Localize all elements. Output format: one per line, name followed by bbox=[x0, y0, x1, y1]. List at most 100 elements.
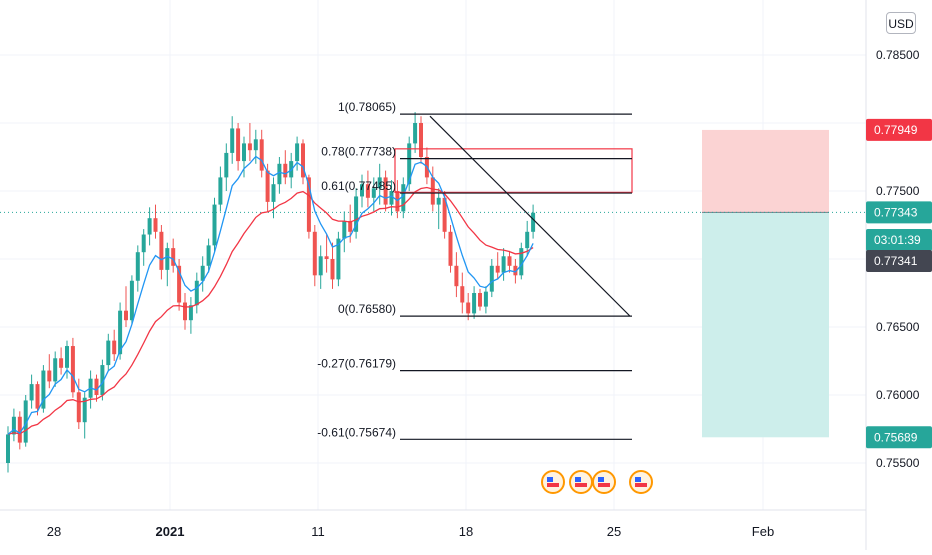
fib-level-label-1: 0.78(0.77738) bbox=[321, 145, 396, 159]
candle-body-80 bbox=[478, 293, 482, 307]
candle-body-76 bbox=[454, 265, 459, 287]
candle-body-33 bbox=[200, 265, 205, 281]
fib-level-label-5: -0.61(0.75674) bbox=[317, 425, 396, 439]
price-badge-bg-4 bbox=[866, 426, 932, 449]
candle-body-30 bbox=[183, 302, 187, 321]
candle-body-17 bbox=[106, 340, 111, 366]
candle-body-21 bbox=[129, 280, 134, 321]
candle-body-3 bbox=[23, 400, 28, 443]
candle-body-8 bbox=[53, 358, 58, 382]
candle-body-20 bbox=[124, 310, 128, 321]
fib-level-label-0: 1(0.78065) bbox=[338, 100, 396, 114]
candle-body-35 bbox=[212, 204, 217, 246]
candle-body-11 bbox=[70, 346, 75, 393]
y-tick-label-0: 0.78500 bbox=[876, 48, 920, 62]
price-badge-label-1: 0.77343 bbox=[874, 205, 918, 219]
candle-body-89 bbox=[531, 212, 536, 232]
price-badge-bg-1 bbox=[866, 201, 932, 224]
y-tick-label-2: 0.76500 bbox=[876, 320, 920, 334]
candle-body-7 bbox=[47, 370, 52, 382]
candle-body-23 bbox=[141, 234, 146, 253]
candle-body-0 bbox=[6, 434, 10, 463]
fib-level-label-2: 0.61(0.77485) bbox=[321, 179, 396, 193]
price-badge-label-0: 0.77949 bbox=[874, 123, 918, 137]
candle-body-87 bbox=[519, 248, 524, 276]
candle-body-52 bbox=[312, 231, 317, 276]
price-badge-label-3: 0.77341 bbox=[874, 254, 918, 268]
candle-body-31 bbox=[188, 305, 193, 321]
candle-body-25 bbox=[153, 218, 158, 232]
candle-body-69 bbox=[413, 123, 418, 144]
candle-body-16 bbox=[100, 365, 105, 395]
flag-canton-icon-2 bbox=[598, 477, 604, 482]
candle-body-79 bbox=[472, 293, 477, 314]
trend-line bbox=[429, 115, 631, 317]
candle-body-40 bbox=[242, 143, 246, 162]
price-badge-bg-2 bbox=[866, 228, 932, 251]
candle-body-61 bbox=[365, 184, 370, 198]
flag-canton-icon-3 bbox=[635, 477, 641, 482]
y-tick-label-3: 0.76000 bbox=[876, 388, 920, 402]
candle-body-59 bbox=[354, 196, 359, 232]
candle-body-55 bbox=[330, 259, 335, 280]
currency-badge[interactable]: USD bbox=[886, 12, 916, 34]
candle-body-47 bbox=[283, 163, 288, 178]
price-badge-label-2: 03:01:39 bbox=[874, 233, 921, 247]
candle-body-73 bbox=[436, 197, 441, 205]
price-badge-bg-3 bbox=[866, 250, 932, 273]
candle-body-26 bbox=[159, 231, 164, 270]
candle-body-78 bbox=[466, 302, 471, 314]
flag-canton-icon-0 bbox=[547, 477, 553, 482]
candle-body-67 bbox=[401, 184, 406, 212]
y-tick-label-1: 0.77500 bbox=[876, 184, 920, 198]
candle-body-27 bbox=[165, 248, 170, 270]
flag-stripe-icon-1 bbox=[575, 483, 587, 487]
candle-body-45 bbox=[271, 184, 276, 202]
candle-body-13 bbox=[82, 397, 87, 423]
candle-body-24 bbox=[147, 218, 152, 235]
x-tick-label-0: 28 bbox=[47, 524, 61, 539]
x-tick-label-3: 18 bbox=[459, 524, 473, 539]
candle-body-63 bbox=[377, 177, 382, 189]
candle-body-4 bbox=[29, 384, 34, 401]
candle-body-29 bbox=[177, 265, 182, 303]
slow-moving-average-line bbox=[7, 186, 534, 436]
candle-body-81 bbox=[483, 291, 488, 307]
fast-moving-average-line bbox=[7, 155, 534, 435]
supply-zone-box bbox=[394, 148, 633, 193]
candle-body-34 bbox=[206, 245, 211, 266]
candle-body-12 bbox=[76, 392, 81, 423]
candle-body-42 bbox=[253, 139, 258, 151]
candle-body-58 bbox=[348, 220, 353, 232]
flag-stripe-icon-0 bbox=[547, 483, 559, 487]
candle-body-49 bbox=[295, 143, 300, 162]
candle-body-51 bbox=[306, 177, 311, 232]
candle-body-15 bbox=[94, 378, 99, 395]
candle-body-44 bbox=[265, 170, 270, 202]
flag-stripe-icon-2 bbox=[598, 483, 610, 487]
candle-body-65 bbox=[389, 191, 394, 205]
candle-body-72 bbox=[430, 177, 435, 205]
candle-body-82 bbox=[489, 265, 494, 292]
candle-body-88 bbox=[525, 231, 530, 249]
candle-body-50 bbox=[301, 143, 305, 178]
candle-body-68 bbox=[407, 143, 412, 185]
candle-body-70 bbox=[419, 123, 423, 157]
x-tick-label-4: 25 bbox=[607, 524, 621, 539]
candle-body-28 bbox=[171, 248, 176, 266]
candle-body-43 bbox=[259, 139, 264, 171]
candle-body-46 bbox=[277, 163, 282, 185]
price-badge-label-4: 0.75689 bbox=[874, 430, 918, 444]
flag-stripe-icon-3 bbox=[635, 483, 647, 487]
candle-body-18 bbox=[112, 340, 117, 355]
x-tick-label-2: 11 bbox=[311, 524, 325, 539]
candle-body-32 bbox=[194, 280, 199, 306]
candle-body-10 bbox=[65, 346, 69, 368]
candle-body-77 bbox=[460, 286, 465, 303]
candle-body-9 bbox=[59, 358, 64, 368]
candle-body-19 bbox=[118, 310, 123, 355]
candle-body-6 bbox=[41, 370, 46, 409]
candle-body-53 bbox=[318, 256, 323, 276]
